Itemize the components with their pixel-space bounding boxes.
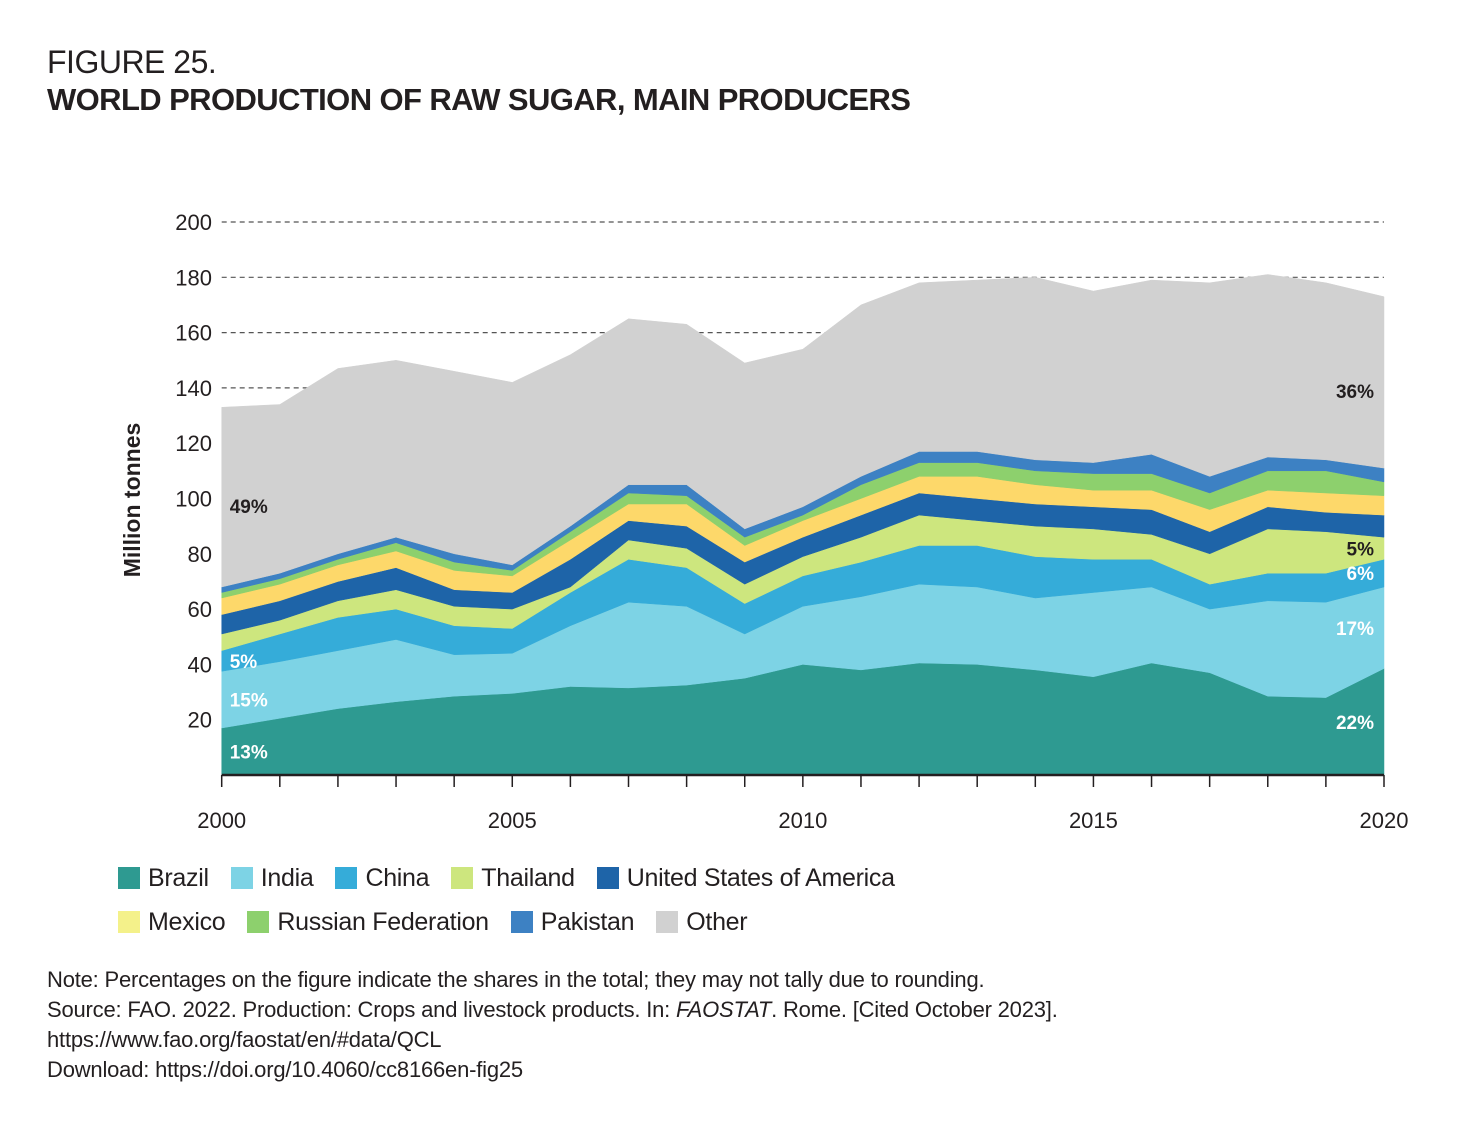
- x-tick-label: 2010: [778, 808, 827, 833]
- legend-item-usa: United States of America: [596, 863, 895, 893]
- legend-item-mexico: Mexico: [118, 907, 226, 937]
- y-axis-label: Million tonnes: [119, 423, 145, 578]
- figure-label: FIGURE 25.: [47, 44, 217, 80]
- share-label: 5%: [1347, 539, 1375, 560]
- area-series: [221, 274, 1385, 776]
- x-tick-label: 2005: [488, 808, 537, 833]
- legend-swatch: [247, 911, 270, 933]
- legend-swatch: [335, 867, 358, 889]
- share-label: 15%: [230, 691, 268, 712]
- legend-item-thailand: Thailand: [451, 864, 575, 893]
- axes: 20 40 60 80 100 120 140 160 180 200 2000 2005 2010 20…: [175, 210, 1408, 833]
- share-label: 22%: [1336, 713, 1374, 734]
- share-label: 36%: [1336, 382, 1374, 403]
- legend-label: China: [365, 863, 430, 892]
- source-text: Source: FAO. 2022. Production: Crops and…: [47, 995, 1058, 1025]
- legend-label: Russian Federation: [277, 907, 489, 936]
- legend-item-brazil: Brazil: [118, 864, 209, 893]
- legend-swatch: [118, 911, 140, 933]
- stacked-area-chart: 20 40 60 80 100 120 140 160 180 200 2000 2005 2010 20…: [119, 210, 1408, 833]
- share-label: 13%: [230, 742, 268, 763]
- y-tick-label: 200: [175, 210, 212, 235]
- download-link[interactable]: Download: https://doi.org/10.4060/cc8166…: [47, 1057, 523, 1082]
- share-label: 17%: [1336, 619, 1374, 640]
- y-tick-label: 60: [188, 597, 212, 622]
- source-url-link[interactable]: https://www.fao.org/faostat/en/#data/QCL: [47, 1027, 442, 1052]
- legend-label: India: [260, 863, 314, 892]
- figure-notes: Note: Percentages on the figure indicate…: [47, 965, 1058, 1085]
- share-label: 49%: [230, 497, 268, 518]
- legend-item-other: Other: [656, 907, 748, 937]
- legend-label: Brazil: [148, 863, 209, 892]
- x-tick-label: 2020: [1360, 808, 1409, 833]
- y-tick-label: 180: [175, 265, 212, 290]
- legend: Brazil India China Thailand United State…: [118, 856, 1118, 944]
- y-tick-label: 80: [188, 542, 212, 567]
- annotations: 49% 5% 15% 13% 36% 5% 6% 17% 22%: [230, 382, 1374, 764]
- legend-item-russian-federation: Russian Federation: [247, 907, 489, 937]
- legend-swatch: [596, 867, 619, 889]
- share-label: 5%: [230, 652, 258, 673]
- share-label: 6%: [1347, 564, 1375, 585]
- legend-label: Other: [686, 907, 748, 936]
- legend-label: Pakistan: [540, 907, 635, 936]
- legend-swatch: [230, 867, 253, 889]
- source-italic: FAOSTAT: [676, 997, 772, 1022]
- legend-label: Mexico: [148, 907, 226, 936]
- legend-label: United States of America: [626, 863, 895, 892]
- x-tick-label: 2015: [1069, 808, 1118, 833]
- legend-item-india: India: [230, 863, 314, 893]
- legend-row-1: Brazil India China Thailand United State…: [118, 856, 1118, 900]
- legend-label: Thailand: [481, 863, 575, 892]
- y-tick-label: 120: [175, 431, 212, 456]
- y-tick-label: 140: [175, 376, 212, 401]
- legend-swatch: [451, 867, 474, 889]
- source-suffix: . Rome. [Cited October 2023].: [771, 997, 1058, 1022]
- legend-item-china: China: [335, 863, 430, 893]
- note-text: Note: Percentages on the figure indicate…: [47, 967, 985, 992]
- y-tick-label: 100: [175, 487, 212, 512]
- figure-title: WORLD PRODUCTION OF RAW SUGAR, MAIN PROD…: [47, 82, 911, 117]
- legend-swatch: [118, 867, 140, 889]
- area-other: [221, 274, 1385, 588]
- y-tick-label: 40: [188, 652, 212, 677]
- legend-row-2: Mexico Russian Federation Pakistan Other: [118, 900, 1118, 944]
- y-tick-label: 20: [188, 708, 212, 733]
- legend-item-pakistan: Pakistan: [510, 907, 635, 937]
- legend-swatch: [656, 911, 679, 933]
- legend-swatch: [510, 911, 533, 933]
- y-tick-label: 160: [175, 321, 212, 346]
- x-tick-label: 2000: [197, 808, 246, 833]
- source-prefix: Source: FAO. 2022. Production: Crops and…: [47, 997, 676, 1022]
